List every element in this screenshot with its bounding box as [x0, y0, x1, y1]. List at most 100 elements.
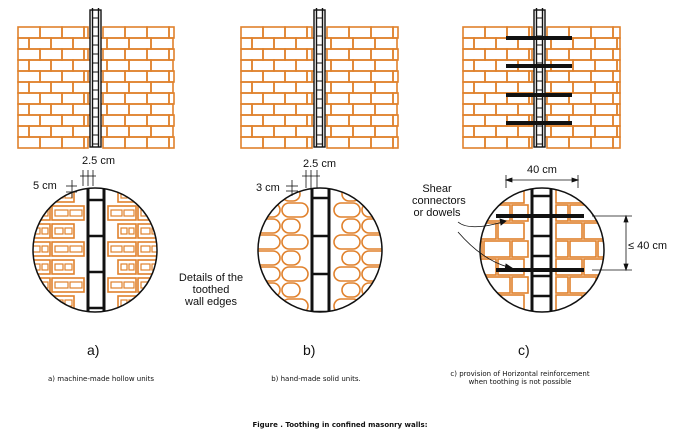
unit-hole — [55, 318, 68, 324]
brick — [61, 114, 85, 127]
brick — [146, 92, 170, 105]
brick — [612, 26, 621, 39]
brick — [50, 103, 74, 116]
brick — [506, 70, 530, 83]
brick — [590, 48, 614, 61]
brick — [17, 26, 41, 39]
brick — [39, 70, 63, 83]
unit-hole — [110, 281, 123, 289]
brick — [326, 70, 350, 83]
brick — [462, 92, 486, 105]
brick — [150, 125, 174, 138]
brick — [612, 187, 616, 203]
brick — [484, 48, 508, 61]
brick — [590, 70, 614, 83]
brick — [597, 240, 604, 258]
unit-hole — [110, 209, 123, 217]
brick — [146, 136, 170, 149]
unit-hole — [110, 245, 123, 253]
brick — [392, 70, 399, 83]
toothing-label-a: 5 cm — [33, 180, 57, 192]
brick — [374, 81, 398, 94]
unit-hole — [111, 318, 122, 324]
brick — [590, 92, 614, 105]
brick — [370, 70, 394, 83]
brick — [273, 81, 297, 94]
brick — [352, 37, 376, 50]
tie-column-c — [533, 8, 546, 148]
brick — [484, 26, 508, 39]
brick — [495, 81, 519, 94]
brick — [528, 48, 533, 61]
brick — [39, 92, 63, 105]
brick — [616, 37, 621, 50]
brick — [352, 125, 376, 138]
brick — [146, 114, 170, 127]
brick — [462, 114, 486, 127]
brick — [28, 103, 52, 116]
brick — [83, 92, 89, 105]
brick — [528, 70, 533, 83]
brick — [326, 136, 350, 149]
brick — [306, 26, 313, 39]
brick — [462, 125, 475, 138]
hollow-unit — [52, 314, 84, 328]
brick — [102, 114, 126, 127]
unit-hole — [120, 263, 128, 271]
unit-hole — [128, 227, 135, 235]
brick — [590, 26, 614, 39]
brick — [473, 59, 497, 72]
dimension-lines-b — [286, 170, 320, 196]
brick — [616, 125, 621, 138]
brick — [273, 37, 297, 50]
hollow-unit — [51, 277, 85, 293]
brick — [326, 92, 350, 105]
unit-hole — [33, 281, 41, 289]
solid-unit — [281, 202, 309, 218]
solid-unit — [258, 266, 281, 282]
brick — [480, 240, 483, 258]
brick — [128, 125, 152, 138]
brick — [251, 59, 275, 72]
brick — [616, 81, 621, 94]
caption-c: c) provision of Horizontal reinforcement… — [450, 370, 590, 386]
brick — [546, 48, 570, 61]
brick — [330, 125, 354, 138]
solid-unit — [341, 282, 361, 298]
brick — [146, 70, 170, 83]
brick — [240, 125, 253, 138]
solid-unit — [361, 250, 382, 266]
unit-hole — [69, 245, 83, 253]
brick — [61, 70, 85, 83]
brick — [61, 92, 85, 105]
brick — [568, 26, 592, 39]
unit-hole — [69, 281, 83, 289]
brick — [128, 81, 152, 94]
figure-caption: Figure . Toothing in confined masonry wa… — [252, 421, 428, 429]
spacing-label-b: 2.5 cm — [303, 158, 337, 170]
wall-elevation-b — [240, 8, 399, 149]
solid-unit — [361, 266, 382, 282]
solid-unit — [333, 202, 361, 218]
brick — [330, 37, 354, 50]
brick — [240, 103, 253, 116]
brick — [616, 103, 621, 116]
hollow-unit — [30, 314, 50, 328]
unit-hole — [123, 209, 135, 217]
brick — [61, 26, 85, 39]
brick — [124, 136, 148, 149]
hollow-unit — [108, 314, 136, 328]
unit-hole — [41, 299, 49, 307]
brick — [124, 26, 148, 39]
brick — [240, 70, 264, 83]
tie-column-b — [313, 8, 326, 148]
brick — [348, 48, 372, 61]
unit-hole — [33, 245, 41, 253]
brick — [284, 70, 308, 83]
brick — [555, 258, 583, 276]
unit-hole — [140, 263, 151, 271]
solid-unit — [333, 234, 361, 250]
brick — [483, 240, 511, 258]
brick — [273, 103, 297, 116]
brick — [240, 136, 264, 149]
